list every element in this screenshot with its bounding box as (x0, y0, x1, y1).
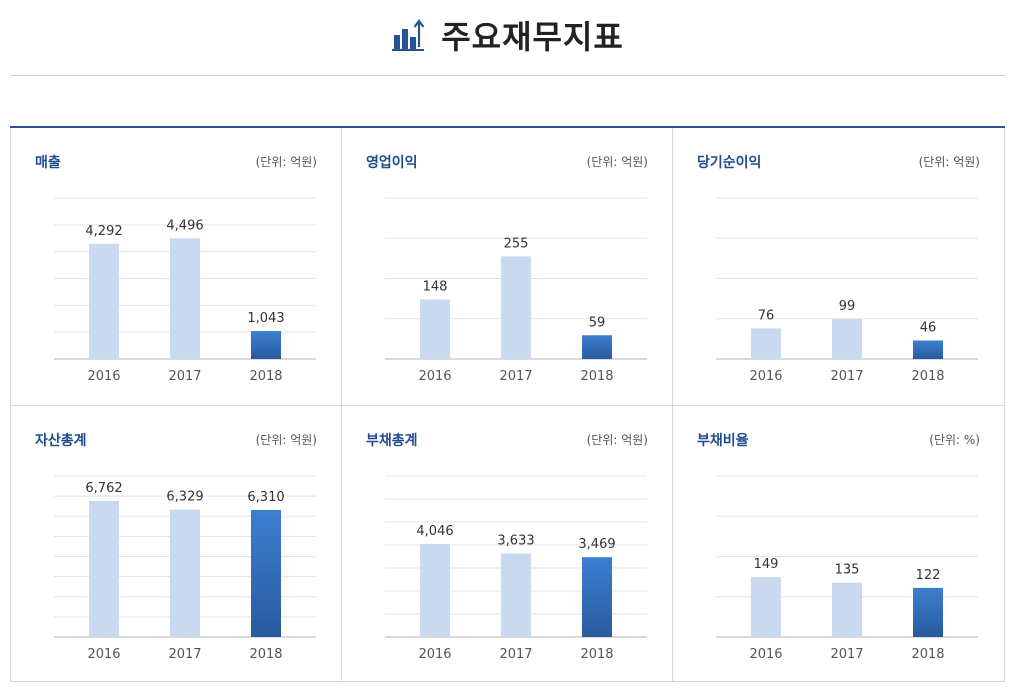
bar-chart: 6,762 2016 6,329 2017 6,310 2018 (54, 475, 316, 662)
x-tick-label: 2016 (749, 647, 782, 662)
chart-title: 매출 (35, 155, 61, 171)
title-wrap: 주요재무지표 (0, 12, 1016, 58)
x-tick-label: 2017 (830, 369, 863, 384)
data-label: 3,469 (578, 537, 615, 552)
data-label: 3,633 (497, 533, 534, 548)
chart-panel: 부채총계 (단위: 억원) 4,046 2016 3,633 2017 3,469 2018 (341, 405, 672, 682)
x-tick-label: 2017 (168, 647, 201, 662)
x-tick-label: 2018 (249, 369, 282, 384)
bar-chart: 148 2016 255 2017 59 2018 (385, 197, 647, 384)
chart-panel: 매출 (단위: 억원) 4,292 2016 4,496 2017 1,043 2018 (10, 128, 341, 405)
bar-2016 (420, 299, 450, 359)
x-tick-label: 2016 (418, 369, 451, 384)
bar-2017 (832, 319, 862, 359)
x-tick-label: 2017 (830, 647, 863, 662)
bar-2018 (913, 340, 943, 359)
chart-unit: (단위: 억원) (255, 155, 317, 169)
bar-2017 (170, 238, 200, 359)
bar-2018 (913, 587, 943, 637)
bar-2018 (582, 557, 612, 637)
bar-2016 (89, 500, 119, 637)
data-label: 6,762 (85, 481, 122, 496)
chart-title: 부채비율 (697, 433, 749, 449)
chart-unit: (단위: 억원) (586, 433, 648, 447)
chart-title: 자산총계 (35, 433, 87, 449)
bar-chart: 4,292 2016 4,496 2017 1,043 2018 (54, 197, 316, 384)
data-label: 135 (835, 563, 860, 578)
chart-panel: 영업이익 (단위: 억원) 148 2016 255 2017 59 2018 (341, 128, 672, 405)
x-tick-label: 2017 (499, 369, 532, 384)
data-label: 76 (758, 308, 775, 323)
data-label: 255 (504, 236, 529, 251)
chart-panel: 자산총계 (단위: 억원) 6,762 2016 6,329 2017 6,310 2018 (10, 405, 341, 682)
chart-panel: 부채비율 (단위: %) 149 2016 135 2017 122 2018 (672, 405, 1005, 682)
chart-unit: (단위: 억원) (255, 433, 317, 447)
x-tick-label: 2018 (580, 647, 613, 662)
data-label: 122 (916, 568, 941, 583)
chart-unit: (단위: 억원) (586, 155, 648, 169)
chart-panel: 당기순이익 (단위: 억원) 76 2016 99 2017 46 2018 (672, 128, 1005, 405)
header-divider (10, 75, 1006, 76)
x-tick-label: 2016 (87, 369, 120, 384)
financial-indicator-grid: 매출 (단위: 억원) 4,292 2016 4,496 2017 1,043 2018 영업이… (10, 126, 1005, 682)
data-label: 4,292 (85, 224, 122, 239)
data-label: 4,496 (166, 218, 203, 233)
chart-unit: (단위: 억원) (918, 155, 980, 169)
bar-2017 (170, 509, 200, 637)
bar-2018 (251, 510, 281, 637)
bar-2017 (501, 553, 531, 637)
x-tick-label: 2018 (911, 647, 944, 662)
bar-2016 (420, 543, 450, 637)
data-label: 59 (589, 315, 606, 330)
chart-title: 부채총계 (366, 433, 418, 449)
data-label: 46 (920, 320, 937, 335)
data-label: 6,310 (247, 490, 284, 505)
chart-title: 영업이익 (366, 155, 418, 171)
bar-chart: 4,046 2016 3,633 2017 3,469 2018 (385, 475, 647, 662)
bar-2018 (251, 331, 281, 359)
bar-2016 (751, 328, 781, 359)
bar-chart: 149 2016 135 2017 122 2018 (716, 475, 978, 662)
chart-title: 당기순이익 (697, 155, 762, 171)
bar-2018 (582, 335, 612, 359)
data-label: 1,043 (247, 311, 284, 326)
page-header: 주요재무지표 (0, 0, 1016, 76)
bar-chart-arrow-icon (392, 17, 425, 53)
bar-2016 (89, 243, 119, 359)
bar-2017 (832, 582, 862, 637)
page-title: 주요재무지표 (441, 18, 624, 56)
data-label: 148 (423, 279, 448, 294)
chart-unit: (단위: %) (929, 433, 980, 447)
x-tick-label: 2016 (87, 647, 120, 662)
x-tick-label: 2017 (168, 369, 201, 384)
data-label: 99 (839, 299, 856, 314)
bar-chart: 76 2016 99 2017 46 2018 (716, 197, 978, 384)
x-tick-label: 2018 (249, 647, 282, 662)
data-label: 149 (754, 557, 779, 572)
data-label: 6,329 (166, 490, 203, 505)
x-tick-label: 2018 (911, 369, 944, 384)
bar-2017 (501, 256, 531, 359)
data-label: 4,046 (416, 524, 453, 539)
x-tick-label: 2016 (749, 369, 782, 384)
x-tick-label: 2018 (580, 369, 613, 384)
x-tick-label: 2016 (418, 647, 451, 662)
x-tick-label: 2017 (499, 647, 532, 662)
bar-2016 (751, 577, 781, 637)
